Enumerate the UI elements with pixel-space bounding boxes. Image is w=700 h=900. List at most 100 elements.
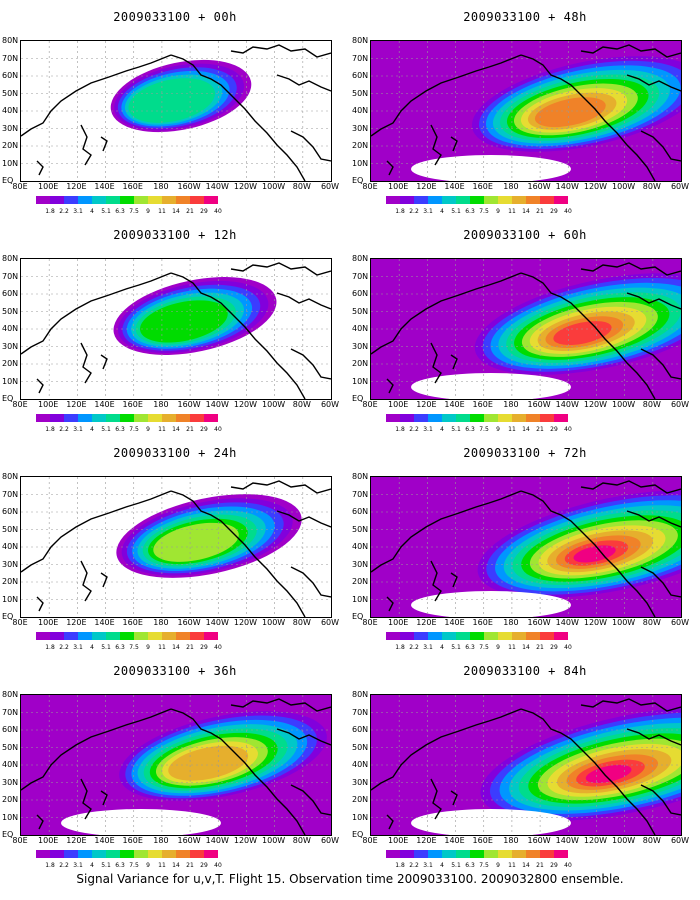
lon-label: 60W bbox=[320, 182, 340, 191]
colorbar-label: 1.8 bbox=[395, 644, 405, 651]
lon-label: 160W bbox=[177, 836, 201, 845]
colorbar-label: 14 bbox=[522, 862, 530, 869]
colorbar-swatch bbox=[442, 196, 456, 204]
lon-label: 180 bbox=[153, 836, 169, 845]
colorbar-swatch bbox=[64, 414, 78, 422]
variance-contour bbox=[534, 97, 606, 128]
colorbar-label: 11 bbox=[508, 208, 516, 215]
coastline bbox=[100, 572, 108, 588]
colorbar-swatch bbox=[190, 850, 204, 858]
colorbar-swatch bbox=[36, 632, 50, 640]
coastline bbox=[580, 44, 681, 58]
lat-label: 40N bbox=[352, 760, 369, 769]
lon-label: 80E bbox=[362, 182, 378, 191]
colorbar bbox=[36, 196, 218, 206]
colorbar-label: 5.1 bbox=[101, 644, 111, 651]
lon-label: 80W bbox=[642, 836, 661, 845]
colorbar-swatch bbox=[400, 632, 414, 640]
colorbar-label: 14 bbox=[172, 862, 180, 869]
colorbar-label: 7.5 bbox=[479, 644, 489, 651]
colorbar-swatch bbox=[134, 850, 148, 858]
colorbar-label: 4 bbox=[90, 862, 94, 869]
lat-label: 50N bbox=[352, 88, 369, 98]
colorbar-label: 6.3 bbox=[115, 208, 125, 215]
colorbar-swatch bbox=[204, 196, 218, 204]
colorbar bbox=[386, 632, 568, 642]
colorbar-swatch bbox=[442, 850, 456, 858]
low-variance-gap bbox=[411, 373, 571, 399]
colorbar-swatch bbox=[176, 850, 190, 858]
lat-label: 60N bbox=[2, 725, 19, 734]
colorbar-label: 5.1 bbox=[451, 208, 461, 215]
lat-label: 80N bbox=[352, 690, 369, 699]
lon-label: 100W bbox=[262, 618, 286, 627]
lat-label: EQ bbox=[2, 830, 14, 839]
lat-label: 70N bbox=[2, 53, 19, 63]
lon-label: 100E bbox=[388, 182, 409, 191]
colorbar-swatch bbox=[400, 196, 414, 204]
lon-label: 100E bbox=[388, 400, 409, 409]
coastline bbox=[580, 262, 681, 276]
lon-label: 120E bbox=[416, 182, 437, 191]
colorbar-swatch bbox=[204, 414, 218, 422]
colorbar-swatch bbox=[134, 632, 148, 640]
colorbar-swatch bbox=[204, 850, 218, 858]
lat-label: 70N bbox=[2, 489, 19, 499]
colorbar-swatch bbox=[36, 850, 50, 858]
colorbar-label: 2.2 bbox=[409, 208, 419, 215]
lon-label: 100W bbox=[612, 836, 636, 845]
colorbar-label: 1.8 bbox=[395, 426, 405, 433]
colorbar bbox=[36, 850, 218, 860]
lon-label: 180 bbox=[503, 182, 519, 191]
colorbar-swatch bbox=[484, 414, 498, 422]
colorbar-swatch bbox=[190, 196, 204, 204]
lat-label: EQ bbox=[2, 176, 14, 185]
coastline bbox=[520, 272, 656, 399]
colorbar bbox=[386, 850, 568, 860]
lon-label: 80E bbox=[362, 836, 378, 845]
lon-label: 100W bbox=[612, 182, 636, 191]
colorbar-swatch bbox=[106, 632, 120, 640]
colorbar-label: 3.1 bbox=[73, 208, 83, 215]
colorbar-swatch bbox=[498, 414, 512, 422]
colorbar-label: 2.2 bbox=[59, 426, 69, 433]
variance-contour bbox=[553, 321, 612, 346]
colorbar-label: 29 bbox=[200, 862, 208, 869]
panel-title: 2009033100 + 00h bbox=[113, 10, 237, 24]
colorbar-swatch bbox=[540, 850, 554, 858]
colorbar-swatch bbox=[106, 196, 120, 204]
colorbar-swatch bbox=[554, 850, 568, 858]
lon-label: 100W bbox=[612, 400, 636, 409]
colorbar-swatch bbox=[386, 850, 400, 858]
colorbar-swatch bbox=[148, 632, 162, 640]
colorbar-label: 3.1 bbox=[423, 426, 433, 433]
lon-label: 120W bbox=[583, 836, 608, 845]
coastline bbox=[386, 378, 394, 394]
colorbar-swatch bbox=[64, 850, 78, 858]
lon-label: 140W bbox=[555, 182, 579, 191]
colorbar-swatch bbox=[470, 632, 484, 640]
colorbar-swatch bbox=[498, 850, 512, 858]
lat-label: 30N bbox=[2, 559, 19, 569]
coastline bbox=[450, 790, 458, 806]
lon-label: 140E bbox=[94, 618, 115, 627]
lat-label: EQ bbox=[352, 176, 364, 185]
colorbar-label: 1.8 bbox=[45, 862, 55, 869]
lon-label: 80W bbox=[642, 618, 661, 627]
lat-label: 20N bbox=[2, 795, 19, 804]
variance-field bbox=[371, 695, 681, 835]
variance-field bbox=[21, 259, 331, 399]
coastline bbox=[230, 480, 331, 494]
lon-label: 180 bbox=[153, 182, 169, 191]
colorbar-swatch bbox=[442, 414, 456, 422]
coastline bbox=[100, 790, 108, 806]
variance-contour bbox=[153, 522, 239, 562]
colorbar-label: 4 bbox=[440, 862, 444, 869]
lat-label: 50N bbox=[2, 88, 19, 98]
lon-label: 140W bbox=[205, 618, 229, 627]
lon-label: 100W bbox=[612, 618, 636, 627]
lon-label: 100E bbox=[38, 836, 59, 845]
coastline bbox=[626, 74, 681, 92]
colorbar-label: 5.1 bbox=[101, 208, 111, 215]
colorbar-label: 29 bbox=[200, 426, 208, 433]
